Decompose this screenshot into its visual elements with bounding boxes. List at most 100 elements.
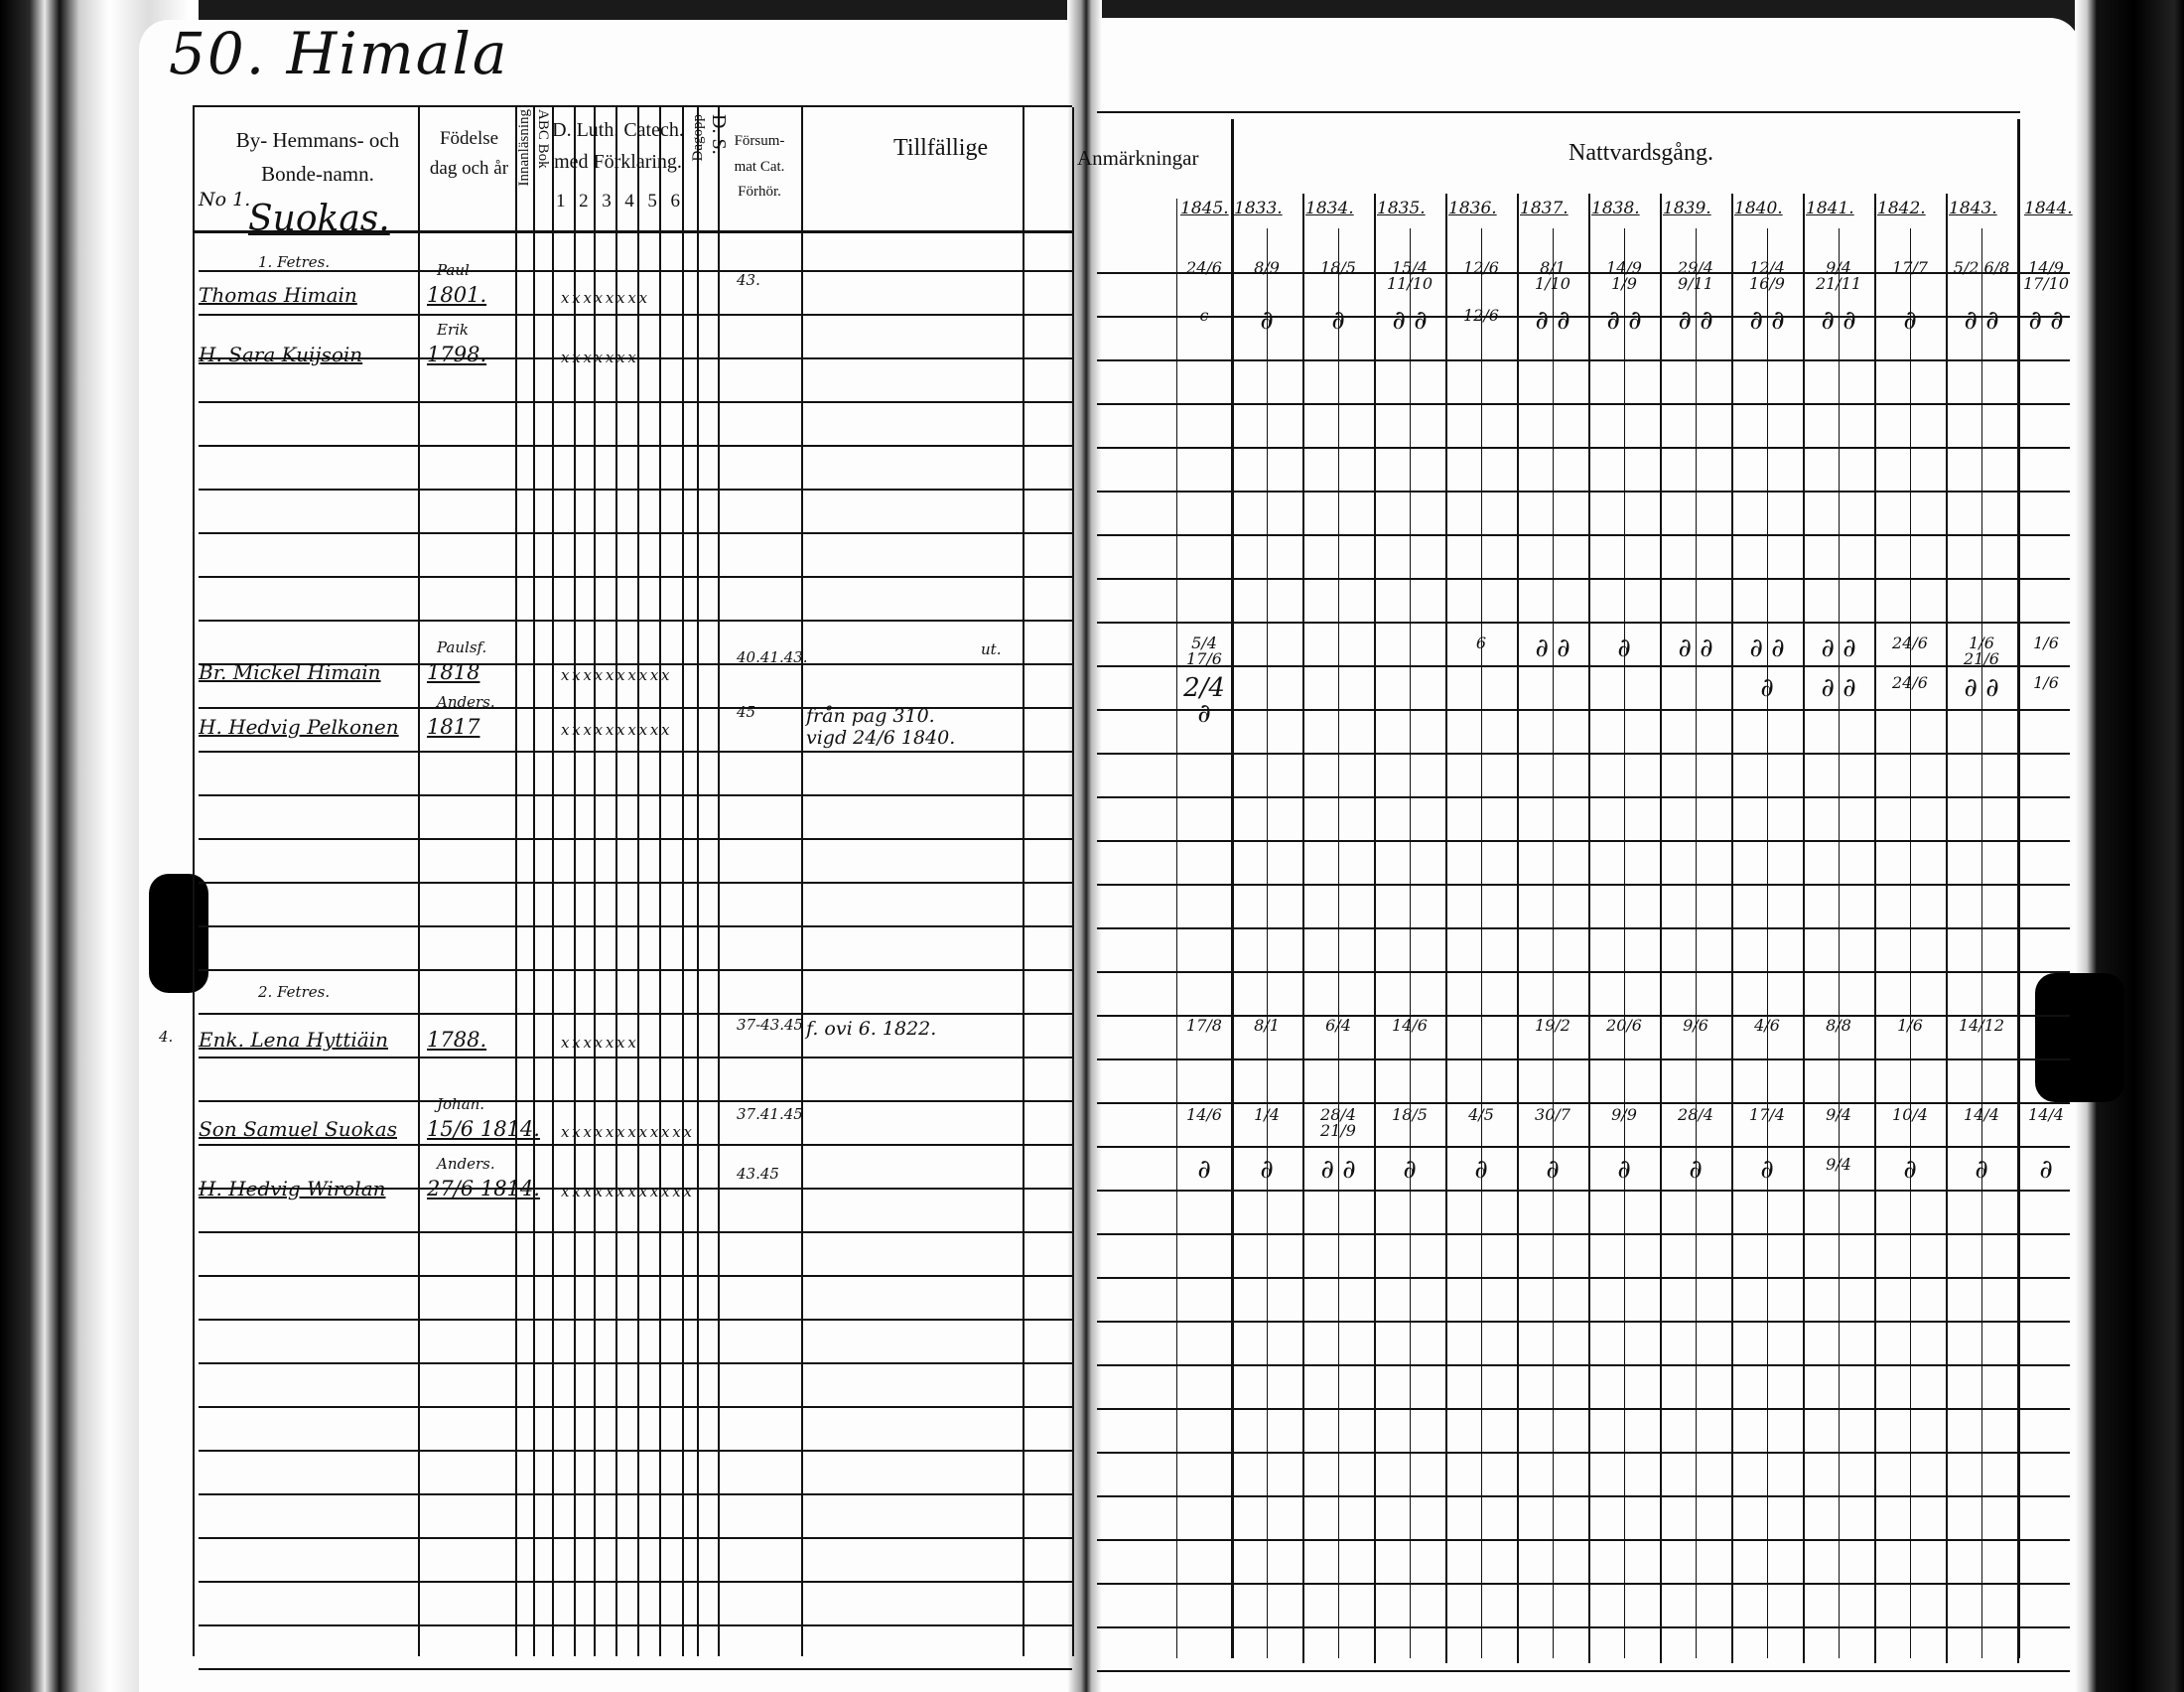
row-rule xyxy=(199,838,1072,840)
col-4: 4 xyxy=(624,191,634,212)
birth-note: Anders. xyxy=(437,693,495,711)
header-innanlasning: Innanläsning xyxy=(516,109,532,187)
row-rule xyxy=(199,1319,1072,1321)
communion-date: 14/4 xyxy=(1964,1105,1999,1124)
communion-date: 24/6 xyxy=(1186,258,1222,277)
year-header: 1844. xyxy=(2024,199,2073,218)
communion-date: ∂ ∂ xyxy=(1749,306,1785,336)
communion-date: 18/5 xyxy=(1392,1105,1428,1124)
row-rule xyxy=(199,1231,1072,1233)
header-ds: D. S. xyxy=(708,114,730,155)
communion-date: 1/6 xyxy=(2033,634,2059,652)
col-2: 2 xyxy=(579,191,589,212)
row-rule xyxy=(199,1406,1072,1408)
communion-date: 15/4 11/10 xyxy=(1386,258,1433,293)
header-top-rule xyxy=(193,105,1072,107)
tillfallige-note: f. ovi 6. 1822. xyxy=(806,1018,937,1040)
birth-note: Paul xyxy=(437,261,470,279)
row-rule xyxy=(1097,971,2070,973)
communion-date: 19/2 xyxy=(1535,1016,1570,1035)
row-rule xyxy=(1097,1015,2070,1017)
row-rule xyxy=(1097,534,2070,536)
year-header: 1835. xyxy=(1377,199,1426,218)
communion-date: 12/4 16/9 xyxy=(1749,258,1785,293)
row-rule xyxy=(1097,447,2070,449)
column-rule xyxy=(1072,107,1074,1656)
communion-date: 9/4 xyxy=(1826,1155,1851,1174)
catechism-marks: x x x x x x x xyxy=(561,349,636,366)
communion-date: 20/6 xyxy=(1606,1016,1642,1035)
row-rule xyxy=(199,1013,1072,1015)
row-rule xyxy=(199,882,1072,884)
row-rule xyxy=(199,707,1072,709)
subcolumn-rule xyxy=(1696,228,1697,1658)
book-clasp-left xyxy=(149,874,208,993)
row-rule xyxy=(199,1057,1072,1058)
row-rule xyxy=(199,532,1072,534)
subcolumn-rule xyxy=(1981,228,1982,1658)
subcolumn-rule xyxy=(1767,228,1768,1658)
communion-date: ∂ xyxy=(1903,1155,1917,1185)
row-rule xyxy=(199,1537,1072,1539)
remark: ut. xyxy=(981,640,1002,658)
catechism-marks: x x x x x x x x x x x x xyxy=(561,1183,692,1200)
communion-date: ∂ ∂ xyxy=(1606,306,1642,336)
person-name: H. Hedvig Wirolan xyxy=(199,1177,386,1200)
row-rule xyxy=(1097,1277,2070,1279)
col-5: 5 xyxy=(647,191,657,212)
communion-date: 28/4 21/9 xyxy=(1320,1105,1356,1140)
communion-date: 5/4 17/6 xyxy=(1186,634,1222,668)
catechism-marks: x x x x x x x x x x xyxy=(561,666,670,684)
row-rule xyxy=(1097,1102,2070,1104)
row-rule xyxy=(1097,1190,2070,1192)
communion-date: 6 xyxy=(1475,634,1487,652)
birth-year: 1788. xyxy=(427,1028,487,1052)
year-header: 1840. xyxy=(1734,199,1783,218)
communion-date: ∂ xyxy=(1617,634,1631,663)
communion-date: ∂ xyxy=(1197,1155,1211,1185)
row-rule xyxy=(199,445,1072,447)
communion-date: 28/4 xyxy=(1678,1105,1713,1124)
communion-date: 8/1 xyxy=(1254,1016,1280,1035)
communion-date: ∂ ∂ xyxy=(1535,634,1570,663)
book-edge-right xyxy=(2075,0,2184,1692)
communion-date: ∂ ∂ xyxy=(1749,634,1785,663)
section-heading: 2. Fetres. xyxy=(258,983,331,1001)
right-page xyxy=(1087,18,2080,1692)
header-nattvardsgang: Nattvardsgång. xyxy=(1569,140,1713,166)
communion-date: 8/1 1/10 xyxy=(1535,258,1570,293)
communion-date: ∂ ∂ xyxy=(1535,306,1570,336)
year-header: 1834. xyxy=(1305,199,1354,218)
header-birth: Födelse dag och år xyxy=(429,128,509,180)
communion-date: ∂ ∂ xyxy=(2028,306,2064,336)
communion-date: 12/6 xyxy=(1463,306,1499,325)
birth-note: Erik xyxy=(437,321,470,339)
row-rule xyxy=(199,1144,1072,1146)
person-name: H. Hedvig Pelkonen xyxy=(199,715,399,739)
person-name: Son Samuel Suokas xyxy=(199,1117,397,1141)
catechism-marks: x x x x x x x x x x x x xyxy=(561,1123,692,1141)
communion-date: 12/6 xyxy=(1463,258,1499,277)
catechism-marks: x x x x x x x x xyxy=(561,289,647,307)
birth-note: Paulsf. xyxy=(437,638,487,656)
forsummat-years: 43. xyxy=(737,271,760,289)
row-rule xyxy=(1097,1364,2070,1366)
row-rule xyxy=(1097,1583,2070,1585)
subcolumn-rule xyxy=(1553,228,1554,1658)
book-clasp-right xyxy=(2035,973,2124,1102)
row-rule xyxy=(1097,272,2070,274)
communion-date: ∂ xyxy=(1903,306,1917,336)
row-rule xyxy=(199,576,1072,578)
row-rule xyxy=(1097,884,2070,886)
communion-date: 9/4 21/11 xyxy=(1815,258,1862,293)
communion-date: ∂ xyxy=(1260,306,1274,336)
communion-date: 14/6 xyxy=(1186,1105,1222,1124)
row-rule xyxy=(199,663,1072,665)
communion-date: 8/8 xyxy=(1826,1016,1851,1035)
communion-date: ∂ ∂ xyxy=(1964,306,1999,336)
row-rule xyxy=(1097,1233,2070,1235)
communion-date: ∂ xyxy=(1403,1155,1417,1185)
communion-date: 14/6 xyxy=(1392,1016,1428,1035)
communion-date: 1/4 xyxy=(1254,1105,1280,1124)
communion-date: 9/6 xyxy=(1683,1016,1708,1035)
